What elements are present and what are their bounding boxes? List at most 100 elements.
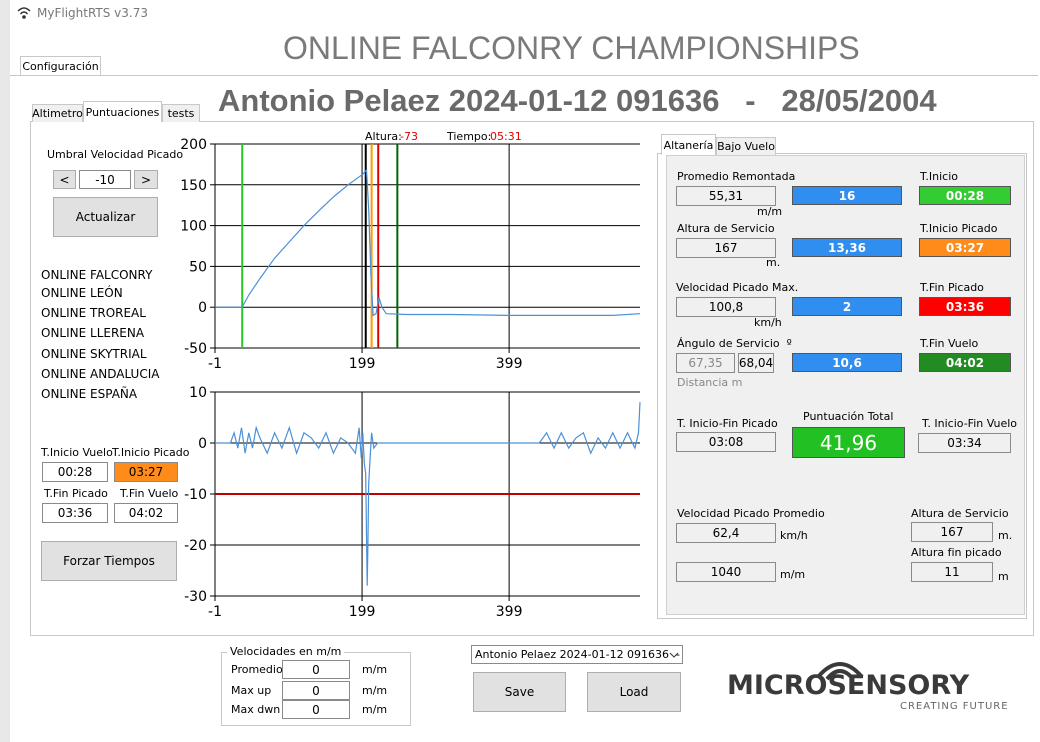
score-field: 13,36 bbox=[792, 238, 902, 257]
field-label: Max dwn bbox=[231, 703, 281, 716]
time-field[interactable]: 00:28 bbox=[42, 462, 108, 482]
field-label: T. Inicio-Fin Picado bbox=[677, 417, 778, 430]
readout-label: Tiempo: bbox=[447, 130, 492, 143]
threshold-label: Umbral Velocidad Picado bbox=[47, 148, 184, 161]
field-label: T.Inicio Picado bbox=[920, 222, 998, 235]
tab[interactable]: Puntuaciones bbox=[83, 101, 162, 122]
competition-item[interactable]: ONLINE LEÓN bbox=[41, 286, 123, 300]
tab[interactable]: tests bbox=[162, 104, 200, 122]
value-field: 11 bbox=[911, 562, 993, 582]
score-field: 16 bbox=[792, 186, 902, 205]
value-field: 67,35 bbox=[676, 353, 735, 373]
note: Distancia m bbox=[677, 376, 743, 389]
value-field: 68,04 bbox=[738, 353, 774, 373]
time-field: 03:36 bbox=[919, 297, 1011, 316]
time-field[interactable]: 03:27 bbox=[114, 462, 178, 482]
page-subtitle: Antonio Pelaez 2024-01-12 091636 - 28/05… bbox=[218, 83, 937, 118]
field-label: T.Fin Vuelo bbox=[920, 337, 979, 350]
window-title: MyFlightRTS v3.73 bbox=[37, 6, 148, 20]
field-label: Altura de Servicio bbox=[677, 222, 775, 235]
competition-item[interactable]: ONLINE LLERENA bbox=[41, 326, 145, 340]
field-label: Altura de Servicio bbox=[911, 507, 1009, 520]
field-label: T. Inicio-Fin Vuelo bbox=[922, 417, 1018, 430]
field-label: Velocidad Picado Max. bbox=[676, 281, 799, 294]
competition-item[interactable]: ONLINE FALCONRY bbox=[41, 268, 153, 282]
y-tick-label: 150 bbox=[180, 178, 207, 194]
score-field: 2 bbox=[792, 297, 902, 316]
y-tick-label: 50 bbox=[189, 259, 207, 275]
x-tick-label: 399 bbox=[496, 356, 523, 372]
tab[interactable]: Configuración bbox=[20, 56, 101, 76]
x-tick-label: 199 bbox=[349, 356, 376, 372]
time-label: T.Fin Picado bbox=[44, 487, 108, 500]
value-field: 03:34 bbox=[918, 433, 1011, 453]
competition-item[interactable]: ONLINE TROREAL bbox=[41, 306, 146, 320]
value-field: 62,4 bbox=[676, 523, 776, 543]
tab[interactable]: Bajo Vuelo bbox=[716, 137, 776, 155]
competition-item[interactable]: ONLINE SKYTRIAL bbox=[41, 347, 147, 361]
time-field: 00:28 bbox=[919, 186, 1011, 205]
value-field: 03:08 bbox=[676, 432, 776, 452]
x-tick-label: -1 bbox=[208, 356, 222, 372]
unit: m. bbox=[998, 529, 1013, 542]
competition-item[interactable]: ONLINE ANDALUCIA bbox=[41, 367, 160, 381]
time-field[interactable]: 03:36 bbox=[42, 503, 108, 523]
field-label: Velocidad Picado Promedio bbox=[677, 507, 825, 520]
logo-tagline: CREATING FUTURE bbox=[900, 701, 1009, 712]
app-icon bbox=[17, 7, 31, 19]
time-field[interactable]: 04:02 bbox=[114, 503, 178, 523]
speed-field[interactable]: 0 bbox=[282, 681, 350, 700]
score-field: 10,6 bbox=[792, 353, 902, 372]
y-tick-label: -10 bbox=[184, 487, 207, 503]
y-tick-label: 200 bbox=[180, 137, 207, 153]
field-label: T.Inicio bbox=[920, 170, 959, 183]
time-label: T.Fin Vuelo bbox=[120, 487, 179, 500]
value-field: 167 bbox=[911, 522, 993, 542]
x-tick-label: 399 bbox=[496, 604, 523, 620]
value-field: 100,8 bbox=[676, 297, 776, 317]
field-label: Max up bbox=[231, 684, 272, 697]
unit: m bbox=[998, 570, 1009, 583]
tab[interactable]: Altanería bbox=[661, 134, 716, 155]
unit: m/m bbox=[362, 703, 388, 716]
data-line bbox=[215, 168, 641, 317]
page-title: ONLINE FALCONRY CHAMPIONSHIPS bbox=[283, 30, 860, 66]
value-field: 167 bbox=[676, 238, 776, 258]
force-button[interactable]: Forzar Tiempos bbox=[41, 541, 177, 581]
speed-field[interactable]: 0 bbox=[282, 660, 350, 679]
time-field: 04:02 bbox=[919, 353, 1011, 372]
update-button[interactable]: Actualizar bbox=[53, 197, 158, 237]
dropdown-arrow bbox=[669, 652, 679, 658]
x-tick-label: -1 bbox=[208, 604, 222, 620]
unit: m/m bbox=[757, 205, 783, 218]
save-button[interactable]: Save bbox=[473, 672, 566, 712]
y-tick-label: 10 bbox=[189, 385, 207, 401]
y-tick-label: -50 bbox=[184, 341, 207, 357]
increment-button[interactable]: > bbox=[134, 170, 158, 189]
time-field: 03:27 bbox=[919, 238, 1011, 257]
y-tick-label: -20 bbox=[184, 538, 207, 554]
readout-label: Altura: bbox=[365, 130, 402, 143]
load-button[interactable]: Load bbox=[587, 672, 681, 712]
time-label: T.Inicio Picado bbox=[112, 446, 190, 459]
field-label: Promedio bbox=[231, 663, 283, 676]
readout-value: -73 bbox=[400, 130, 418, 143]
field-label: T.Fin Picado bbox=[920, 281, 984, 294]
logo-signal bbox=[816, 662, 864, 681]
file-dropdown[interactable]: Antonio Pelaez 2024-01-12 091636 - . bbox=[471, 645, 683, 664]
logo-name: MICROSENSORY bbox=[727, 670, 970, 701]
threshold-input[interactable]: -10 bbox=[79, 170, 131, 189]
competition-item[interactable]: ONLINE ESPAÑA bbox=[41, 387, 138, 401]
y-tick-label: -30 bbox=[184, 589, 207, 605]
value-field: 1040 bbox=[676, 562, 776, 582]
unit: m/m bbox=[780, 568, 806, 581]
decrement-button[interactable]: < bbox=[53, 170, 76, 189]
group-title: Velocidades en m/m bbox=[227, 645, 345, 658]
speed-field[interactable]: 0 bbox=[282, 700, 350, 719]
field-label: Promedio Remontada bbox=[677, 170, 796, 183]
side-strip bbox=[0, 0, 10, 742]
tab[interactable]: Altimetro bbox=[32, 104, 83, 122]
data-line bbox=[215, 402, 641, 586]
field-label: Puntuación Total bbox=[803, 410, 894, 423]
